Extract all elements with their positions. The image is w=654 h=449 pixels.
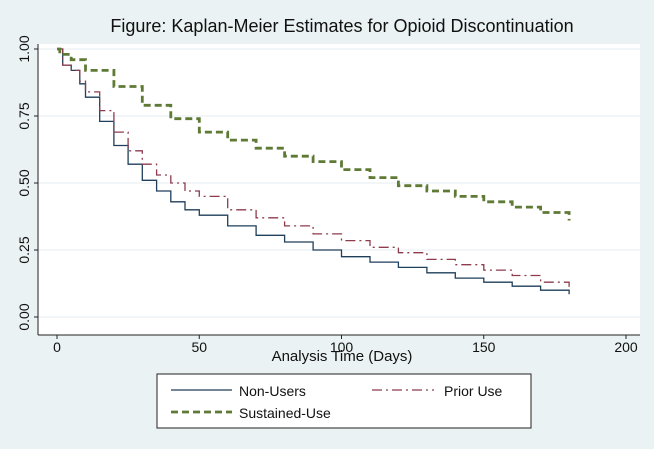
x-tick-label: 50 xyxy=(191,339,207,355)
y-tick-label: 0.00 xyxy=(16,303,32,330)
x-axis-label: Analysis Time (Days) xyxy=(272,348,413,365)
legend: Non-Users Prior Use Sustained-Use xyxy=(156,373,532,429)
chart-title: Figure: Kaplan-Meier Estimates for Opioi… xyxy=(110,16,573,36)
series-line-sustained-use xyxy=(57,47,571,221)
axes: 0.00 0.25 0.50 0.75 1.00 0 50 100 150 200 xyxy=(16,35,640,355)
y-tick-label: 0.50 xyxy=(16,169,32,196)
legend-label-prior-use: Prior Use xyxy=(444,383,503,399)
grid xyxy=(38,48,640,318)
legend-label-sustained-use: Sustained-Use xyxy=(239,405,331,421)
y-tick-label: 1.00 xyxy=(16,35,32,62)
series-line-non-users xyxy=(57,48,570,295)
x-tick-label: 100 xyxy=(330,339,354,355)
legend-label-non-users: Non-Users xyxy=(239,383,306,399)
x-tick-label: 200 xyxy=(614,339,638,355)
x-tick-label: 150 xyxy=(472,339,496,355)
plot-area xyxy=(38,44,640,335)
legend-box xyxy=(156,373,532,429)
y-tick-label: 0.75 xyxy=(16,102,32,129)
series-layer xyxy=(57,47,571,295)
x-tick-label: 0 xyxy=(53,339,61,355)
y-tick-label: 0.25 xyxy=(16,236,32,263)
